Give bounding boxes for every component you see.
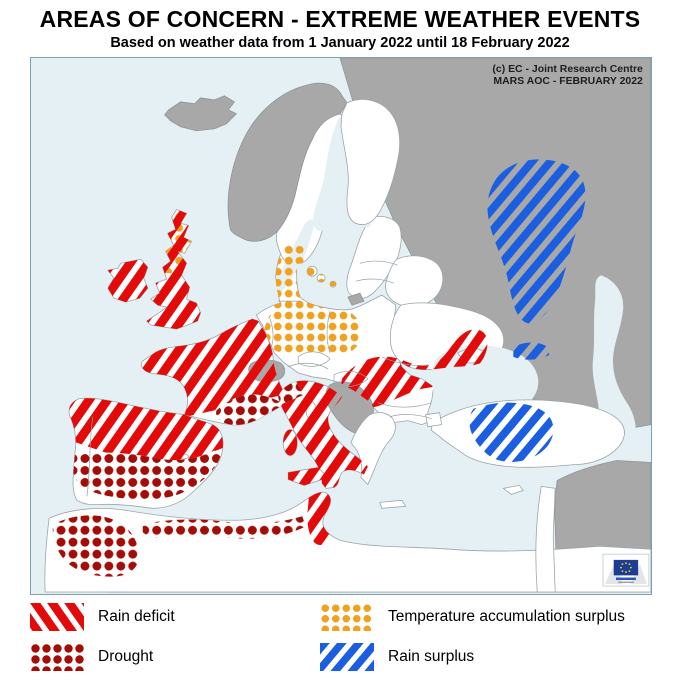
temp-surplus-swatch <box>320 603 374 631</box>
region-thrace <box>425 412 443 428</box>
rain-surplus-volga <box>487 159 586 324</box>
legend-label-drought: Drought <box>98 648 154 665</box>
gulf-of-bothnia <box>313 115 346 232</box>
rain-surplus-caucasus <box>513 342 550 360</box>
map-credit: (c) EC - Joint Research Centre MARS AOC … <box>492 64 643 87</box>
drought-algeria-coast <box>142 516 307 539</box>
legend-label-rain-deficit: Rain deficit <box>98 608 175 625</box>
drought-swatch <box>30 643 84 671</box>
legend-item-rain-surplus: Rain surplus <box>320 643 652 671</box>
legend: Rain deficit Temperature accumulation su… <box>30 603 652 671</box>
region-norway <box>227 82 348 242</box>
temp-surplus-denmark-germany-poland <box>264 245 363 356</box>
rain-surplus-swatch <box>320 643 374 671</box>
credit-line2: MARS AOC - FEBRUARY 2022 <box>493 76 643 87</box>
page-title: AREAS OF CONCERN - EXTREME WEATHER EVENT… <box>39 6 641 32</box>
region-crete <box>379 499 407 509</box>
drought-morocco <box>52 515 307 577</box>
rain-deficit-sardinia <box>283 429 298 456</box>
country-borders <box>86 260 432 497</box>
region-finland <box>340 99 401 225</box>
europe-map-svg: (c) EC - Joint Research Centre MARS AOC … <box>31 58 651 594</box>
legend-item-drought: Drought <box>30 643 320 671</box>
legend-item-rain-deficit: Rain deficit <box>30 603 320 631</box>
temp-surplus-south-sweden <box>284 245 309 265</box>
credit-line1: (c) EC - Joint Research Centre <box>492 64 643 75</box>
drought-south-iberia <box>73 450 221 500</box>
rain-surplus-turkey <box>469 402 554 463</box>
page-subtitle: Based on weather data from 1 January 202… <box>110 35 570 51</box>
temp-surplus-funen <box>317 274 326 283</box>
eu-flag-logo <box>602 553 650 587</box>
rain-deficit-corsica <box>306 401 317 420</box>
region-iceland <box>164 95 238 132</box>
legend-label-temp-surplus: Temperature accumulation surplus <box>388 608 625 625</box>
rain-deficit-swatch <box>30 603 84 631</box>
temp-surplus-bornholm <box>330 281 337 288</box>
region-baltics <box>346 216 402 299</box>
legend-item-temp-surplus: Temperature accumulation surplus <box>320 603 652 631</box>
region-levant <box>535 485 556 593</box>
legend-label-rain-surplus: Rain surplus <box>388 648 475 665</box>
region-cyprus <box>502 484 524 495</box>
temp-surplus-danish-isles <box>307 266 318 277</box>
rain-deficit-sicily <box>288 467 329 486</box>
europe-map: (c) EC - Joint Research Centre MARS AOC … <box>30 57 652 595</box>
region-kaliningrad <box>347 292 365 306</box>
